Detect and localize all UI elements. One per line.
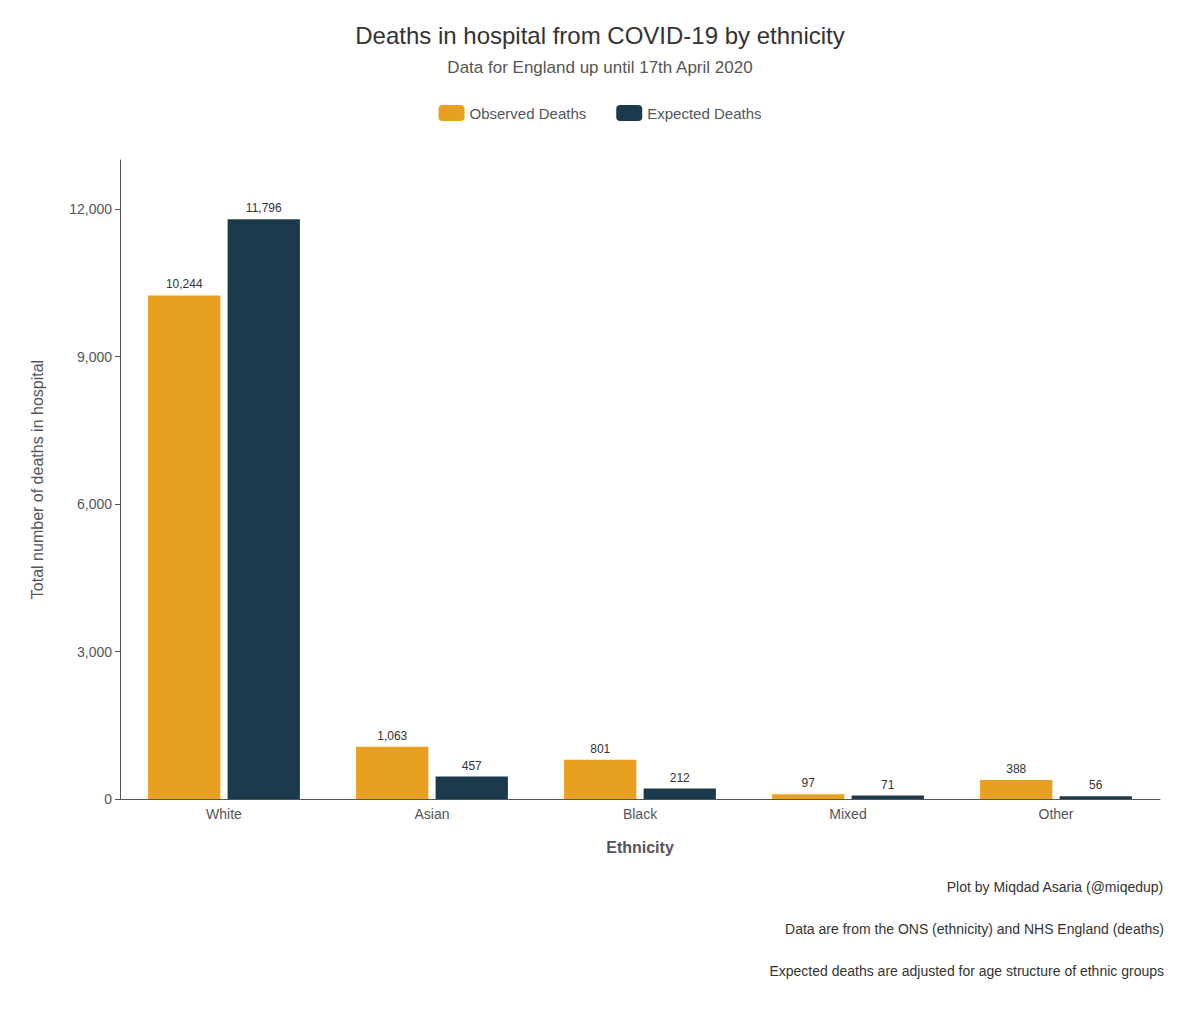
svg-text:Expected deaths are adjusted f: Expected deaths are adjusted for age str… xyxy=(769,963,1164,979)
svg-text:0: 0 xyxy=(104,791,112,807)
svg-text:Observed Deaths: Observed Deaths xyxy=(470,105,587,122)
svg-text:Other: Other xyxy=(1038,806,1073,822)
svg-text:212: 212 xyxy=(670,771,690,785)
svg-text:White: White xyxy=(206,806,242,822)
svg-text:97: 97 xyxy=(802,776,816,790)
svg-text:Plot by Miqdad Asaria (@miqedu: Plot by Miqdad Asaria (@miqedup) xyxy=(947,879,1164,895)
svg-text:10,244: 10,244 xyxy=(166,277,203,291)
svg-text:56: 56 xyxy=(1089,778,1103,792)
svg-text:Ethnicity: Ethnicity xyxy=(606,839,674,856)
svg-text:Asian: Asian xyxy=(414,806,449,822)
svg-text:Data for England up until 17th: Data for England up until 17th April 202… xyxy=(447,58,752,77)
svg-text:6,000: 6,000 xyxy=(77,496,112,512)
svg-text:Total number of deaths in hosp: Total number of deaths in hospital xyxy=(29,360,46,599)
svg-text:Expected Deaths: Expected Deaths xyxy=(647,105,761,122)
svg-text:1,063: 1,063 xyxy=(377,729,407,743)
svg-text:Black: Black xyxy=(623,806,658,822)
svg-text:457: 457 xyxy=(462,759,482,773)
svg-text:Data are from the ONS (ethnici: Data are from the ONS (ethnicity) and NH… xyxy=(785,921,1164,937)
svg-text:Deaths in hospital from COVID-: Deaths in hospital from COVID-19 by ethn… xyxy=(355,22,845,49)
svg-text:801: 801 xyxy=(590,742,610,756)
svg-text:11,796: 11,796 xyxy=(246,201,282,215)
svg-text:Mixed: Mixed xyxy=(829,806,866,822)
svg-text:388: 388 xyxy=(1006,762,1026,776)
svg-text:71: 71 xyxy=(881,778,895,792)
svg-text:3,000: 3,000 xyxy=(77,644,112,660)
svg-text:12,000: 12,000 xyxy=(69,201,112,217)
svg-text:9,000: 9,000 xyxy=(77,349,112,365)
